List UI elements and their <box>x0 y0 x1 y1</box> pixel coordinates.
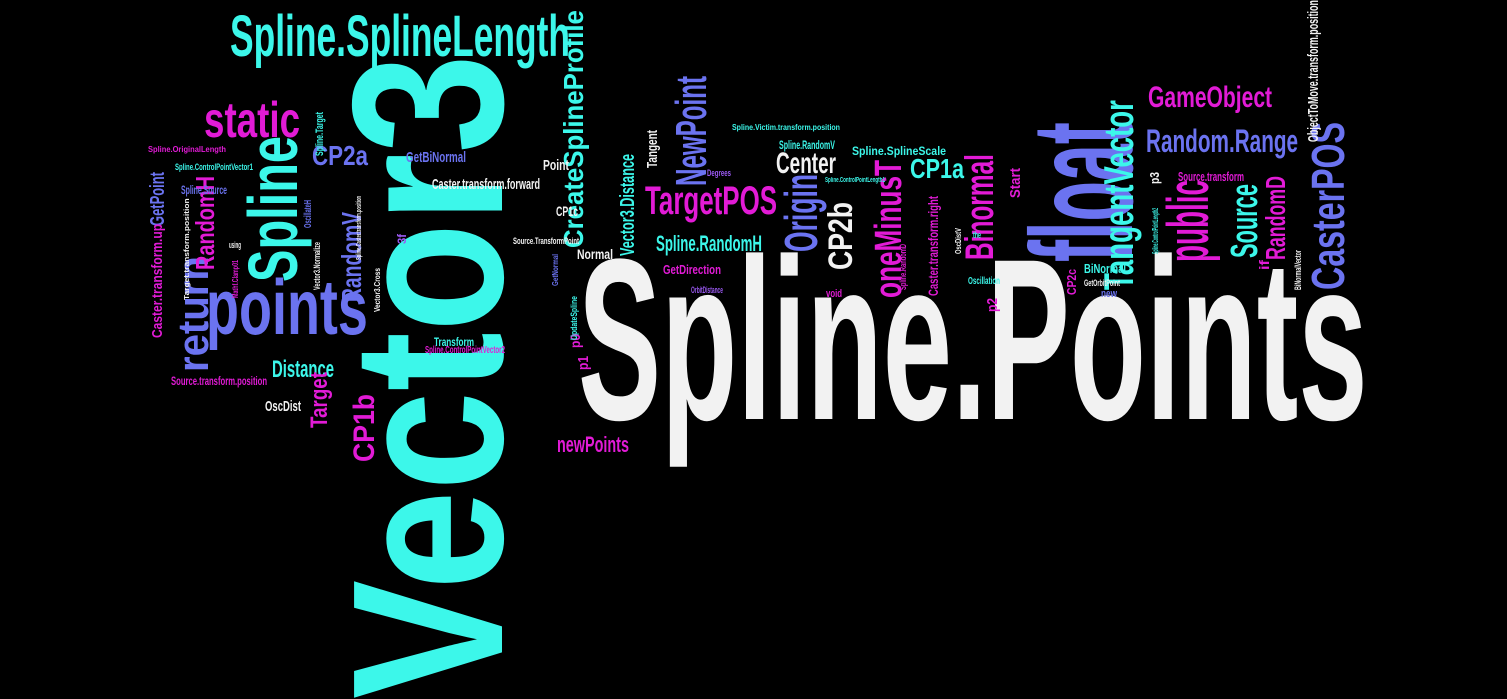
word-spline-random-h: Spline.RandomH <box>656 230 762 256</box>
word-spline-spline-length: Spline.SplineLength <box>230 4 571 70</box>
word-new: new <box>1101 287 1117 300</box>
word-target-pos: TargetPOS <box>645 179 778 223</box>
word-get-direction: GetDirection <box>663 261 721 277</box>
word-update-spline: UpdateSpline <box>569 296 579 340</box>
word-p1: p1 <box>575 356 592 370</box>
word-get-normal: GetNormal <box>551 254 560 286</box>
word-cp2c: CP2c <box>1064 269 1079 295</box>
word-using: using <box>229 240 241 251</box>
word-points: points <box>206 263 368 352</box>
word-spline-caster-transform-position: Spline.Caster.transform.position <box>356 195 363 260</box>
word-mathf-clamp01: Mathf.Clamp01 <box>231 259 240 298</box>
word-spline-control-point-length1: Spline.ControlPointLength1 <box>825 177 885 185</box>
word-p3: p3 <box>1147 171 1162 184</box>
word-osc-dist: OscDist <box>265 397 302 415</box>
word-spline-victim-transform-position: Spline.Victim.transform.position <box>732 123 840 133</box>
word-target-transform-position: Target.transform.position <box>184 198 191 300</box>
word-cp1c: CP1c <box>556 202 578 219</box>
word-random-range: Random.Range <box>1146 122 1299 159</box>
word-osc-dist-v: OscDistV <box>954 227 963 254</box>
word-oscillate-h: OscillateH <box>303 200 314 228</box>
word-orbit-distance: OrbitDistance <box>691 285 723 296</box>
word-source-transform-position: Source.transform.position <box>171 373 268 388</box>
word-center: Center <box>776 147 836 180</box>
word-static: static <box>204 92 301 148</box>
word-the: the <box>973 230 982 241</box>
word-get-orbit-point: GetOrbitPoint <box>1084 278 1120 289</box>
word-object-to-move-transform-position: ObjectToMove.transform.position <box>1305 0 1322 143</box>
word-cp1a: CP1a <box>910 153 965 185</box>
word-game-object: GameObject <box>1148 81 1273 114</box>
word-cp2b: CP2b <box>822 202 860 270</box>
word-spline: Spline <box>234 136 312 282</box>
word-origin: Origin <box>775 173 827 252</box>
word-start: Start <box>1007 167 1024 198</box>
word-transform: Transform <box>434 334 475 349</box>
word-spline-control-point-vector2: Spline.ControlPointVector2 <box>425 345 506 356</box>
word-spline-random-v: Spline.RandomV <box>779 137 835 152</box>
word-distance: Distance <box>272 355 335 383</box>
word-spline-target: Spline.Target <box>314 111 326 156</box>
word-spline-control-point-vector1: Spline.ControlPointVector1 <box>175 162 253 173</box>
word-vector3-cross: Vector3.Cross <box>373 267 382 312</box>
word-three-f: 3f <box>395 234 409 244</box>
word-random-d: RandomD <box>1260 176 1291 260</box>
word-source: Source <box>1224 184 1266 258</box>
word-bi-normal: BiNormal <box>1084 260 1127 276</box>
word-get-binormal: GetBiNormal <box>406 148 466 166</box>
word-new-points: newPoints <box>557 431 629 457</box>
word-cp1b: CP1b <box>348 393 381 462</box>
word-spline-points: Spline.Points <box>578 211 1368 468</box>
word-source-transform-point: Source.TransformPoint <box>513 236 579 247</box>
word-vector3-distance: Vector3.Distance <box>617 153 639 256</box>
word-source-transform: Source.transform <box>1178 168 1245 184</box>
word-oscillation: Oscillation <box>968 276 1001 287</box>
word-p2: p2 <box>984 298 1001 312</box>
word-tangent: Tangent <box>644 130 661 168</box>
word-target: Target <box>306 372 333 428</box>
word-spline-spline-scale: Spline.SplineScale <box>852 143 947 158</box>
word-void: void <box>826 287 842 300</box>
word-spline-original-length: Spline.OriginalLength <box>148 145 226 155</box>
word-caster-transform-forward: Caster.transform.forward <box>432 175 541 193</box>
word-point: Point <box>543 156 569 174</box>
word-return: return <box>169 256 218 372</box>
word-if: if <box>1256 259 1272 270</box>
word-vector3-normalize: Vector3.Normalize <box>312 242 322 290</box>
word-cp2a: CP2a <box>312 140 368 172</box>
word-public: public <box>1156 180 1221 262</box>
word-normal: Normal <box>577 245 613 262</box>
word-get-point: GetPoint <box>147 171 169 226</box>
word-caster-pos: CasterPOS <box>1302 121 1354 290</box>
word-caster-transform-right: Caster.transform.right <box>925 196 941 296</box>
word-spline-control-point-length2: Spline.ControlPointLength2 <box>1151 207 1160 254</box>
word-caster-transform-up: Caster.transform.up <box>149 223 166 338</box>
word-binormal: Binormal <box>958 154 1002 260</box>
word-degrees: Degrees <box>707 168 731 179</box>
word-bi-normal-vector: BiNormalVector <box>1293 250 1303 290</box>
word-spline-source: Spline.Source <box>181 182 228 197</box>
word-spline-random-d: Spline.RandomD <box>898 243 908 290</box>
